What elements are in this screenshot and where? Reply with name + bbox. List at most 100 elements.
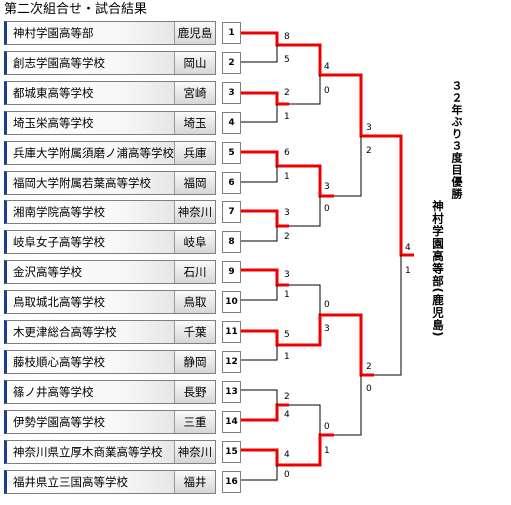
- prefecture-label: 鳥取: [174, 291, 215, 313]
- score-r2-top: 0: [324, 422, 330, 432]
- team-row: 福岡大学附属若葉高等学校 福岡: [4, 171, 216, 195]
- seed-number: 5: [222, 142, 241, 164]
- prefecture-label: 石川: [174, 261, 215, 283]
- school-name: 湘南学院高等学校: [13, 205, 105, 219]
- score-r1-top: 3: [284, 270, 290, 280]
- match-r2-3: [289, 284, 334, 347]
- score-r1-top: 5: [284, 330, 290, 340]
- score-r1-bottom: 1: [284, 352, 290, 362]
- match-r1-3: [241, 150, 289, 183]
- seed-number: 3: [222, 82, 241, 104]
- score-r1-top: 2: [284, 88, 290, 98]
- match-final: [374, 134, 414, 376]
- match-r2-2: [289, 164, 334, 227]
- seed-number: 15: [222, 441, 241, 463]
- seed-number: 1: [222, 22, 241, 44]
- match-semi-2: [334, 313, 374, 436]
- champion-heading: ３２年ぶり３度目優勝: [450, 80, 463, 200]
- team-row: 木更津総合高等学校 千葉: [4, 320, 216, 344]
- school-name: 神奈川県立厚木商業高等学校: [13, 445, 163, 459]
- match-r1-8: [241, 448, 289, 481]
- team-row: 鳥取城北高等学校 鳥取: [4, 290, 216, 314]
- score-r1-top: 3: [284, 208, 290, 218]
- score-semi-bottom: 0: [366, 384, 372, 394]
- prefecture-label: 兵庫: [174, 142, 215, 164]
- seed-number: 11: [222, 321, 241, 343]
- score-r1-bottom: 4: [284, 410, 290, 420]
- match-r1-4: [241, 209, 289, 242]
- team-row: 伊勢学園高等学校 三重: [4, 410, 216, 434]
- seed-number: 8: [222, 231, 241, 253]
- score-semi-top: 2: [366, 362, 372, 372]
- school-name: 藤枝順心高等学校: [13, 355, 105, 369]
- prefecture-label: 鹿児島: [174, 22, 215, 44]
- prefecture-label: 福岡: [174, 172, 215, 194]
- score-r1-bottom: 1: [284, 172, 290, 182]
- match-r1-7: [241, 389, 289, 422]
- prefecture-label: 岡山: [174, 52, 215, 74]
- seed-number: 4: [222, 112, 241, 134]
- school-name: 福井県立三国高等学校: [13, 475, 128, 489]
- score-r1-top: 6: [284, 148, 290, 158]
- score-r2-bottom: 3: [324, 324, 330, 334]
- team-row: 都城東高等学校 宮崎: [4, 81, 216, 105]
- school-name: 兵庫大学附属須磨ノ浦高等学校: [13, 146, 174, 160]
- school-name: 金沢高等学校: [13, 265, 82, 279]
- school-name: 篠ノ井高等学校: [13, 385, 94, 399]
- prefecture-label: 宮崎: [174, 82, 215, 104]
- school-name: 神村学園高等部: [13, 26, 94, 40]
- team-row: 金沢高等学校 石川: [4, 260, 216, 284]
- prefecture-label: 埼玉: [174, 112, 215, 134]
- score-r1-bottom: 0: [284, 470, 290, 480]
- seed-number: 6: [222, 172, 241, 194]
- score-r2-top: 4: [324, 62, 330, 72]
- match-semi-1: [334, 73, 374, 197]
- school-name: 埼玉栄高等学校: [13, 116, 94, 130]
- team-row: 岐阜女子高等学校 岐阜: [4, 230, 216, 254]
- page-title: 第二次組合せ・試合結果: [4, 2, 148, 17]
- team-row: 福井県立三国高等学校 福井: [4, 470, 216, 494]
- prefecture-label: 神奈川: [174, 201, 215, 223]
- team-row: 神村学園高等部 鹿児島: [4, 21, 216, 45]
- team-row: 創志学園高等学校 岡山: [4, 51, 216, 75]
- match-r1-2: [241, 91, 289, 123]
- team-row: 神奈川県立厚木商業高等学校 神奈川: [4, 440, 216, 464]
- school-name: 都城東高等学校: [13, 86, 94, 100]
- prefecture-label: 千葉: [174, 321, 215, 343]
- score-r2-bottom: 0: [324, 204, 330, 214]
- seed-number: 12: [222, 351, 241, 373]
- prefecture-label: 長野: [174, 381, 215, 403]
- seed-number: 7: [222, 201, 241, 223]
- prefecture-label: 福井: [174, 471, 215, 493]
- score-r1-bottom: 1: [284, 112, 290, 122]
- seed-number: 13: [222, 381, 241, 403]
- score-r1-top: 8: [284, 32, 290, 42]
- match-r2-4: [289, 404, 334, 467]
- prefecture-label: 三重: [174, 411, 215, 433]
- score-r1-bottom: 1: [284, 290, 290, 300]
- score-r1-top: 4: [284, 450, 290, 460]
- prefecture-label: 静岡: [174, 351, 215, 373]
- score-r2-top: 0: [324, 300, 330, 310]
- match-r1-1: [241, 31, 289, 63]
- score-r1-bottom: 5: [284, 55, 290, 65]
- school-name: 木更津総合高等学校: [13, 325, 117, 339]
- match-r1-6: [241, 329, 289, 361]
- seed-number: 14: [222, 411, 241, 433]
- match-r2-1: [289, 43, 334, 105]
- school-name: 創志学園高等学校: [13, 56, 105, 70]
- score-semi-bottom: 2: [366, 146, 372, 156]
- prefecture-label: 岐阜: [174, 231, 215, 253]
- seed-number: 2: [222, 52, 241, 74]
- seed-number: 16: [222, 471, 241, 493]
- school-name: 岐阜女子高等学校: [13, 235, 105, 249]
- team-row: 湘南学院高等学校 神奈川: [4, 200, 216, 224]
- team-row: 埼玉栄高等学校 埼玉: [4, 111, 216, 135]
- score-final-top: 4: [405, 243, 411, 253]
- team-row: 藤枝順心高等学校 静岡: [4, 350, 216, 374]
- seed-number: 10: [222, 291, 241, 313]
- champion-name: 神村学園高等部(鹿児島): [431, 200, 445, 338]
- team-row: 兵庫大学附属須磨ノ浦高等学校 兵庫: [4, 141, 216, 165]
- school-name: 福岡大学附属若葉高等学校: [13, 176, 151, 190]
